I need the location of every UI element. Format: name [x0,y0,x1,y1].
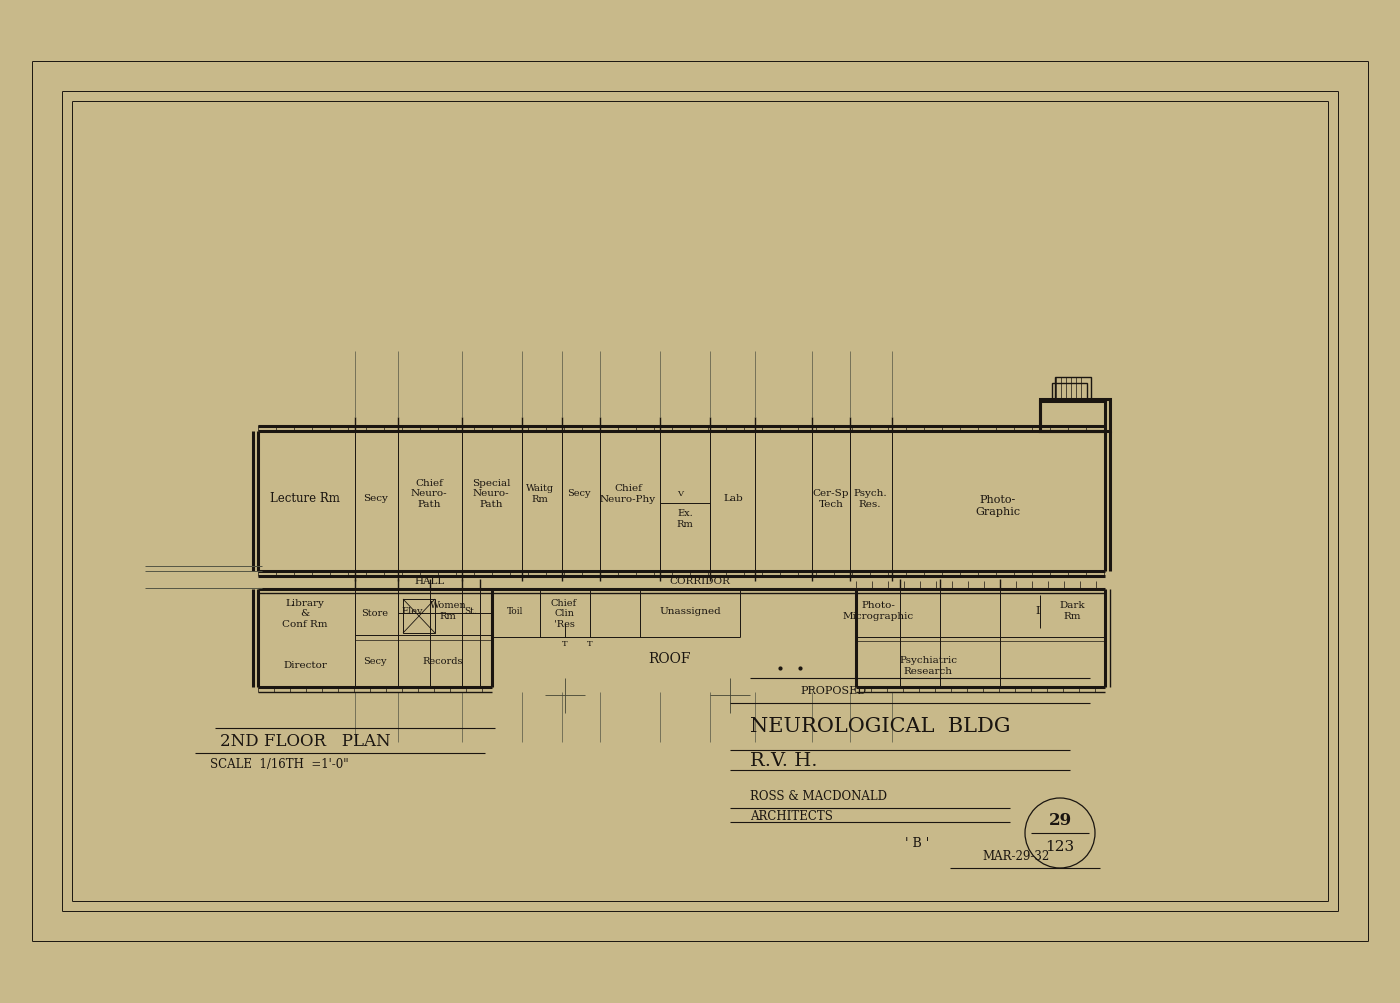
Text: PROPOSED: PROPOSED [799,685,867,695]
Text: Psychiatric
Research: Psychiatric Research [899,656,958,675]
Text: Waitg
Rm: Waitg Rm [526,483,554,504]
Text: Dark
Rm: Dark Rm [1060,601,1085,620]
Text: Ex.
Rm: Ex. Rm [676,509,693,529]
Bar [1056,377,1091,399]
Text: SCALE  1/16TH  =1'-0": SCALE 1/16TH =1'-0" [210,757,349,770]
Text: Records: Records [423,657,463,666]
Bar [1040,401,1105,431]
Text: Cer-Sp
Tech: Cer-Sp Tech [813,488,850,509]
Text: Chief
Neuro-
Path: Chief Neuro- Path [410,478,448,509]
Text: 2ND FLOOR   PLAN: 2ND FLOOR PLAN [220,732,391,749]
Text: Lab: Lab [724,494,743,503]
Text: ' B ': ' B ' [904,837,930,850]
Text: MAR-29-32: MAR-29-32 [981,850,1049,863]
Text: Women
Rm: Women Rm [430,601,466,620]
Text: V: V [678,489,683,497]
Text: Store: Store [361,609,389,618]
Text: ROSS & MACDONALD: ROSS & MACDONALD [750,789,888,802]
Text: Special
Neuro-
Path: Special Neuro- Path [472,478,510,509]
Text: Elev.: Elev. [402,606,424,615]
Text: CORRIDOR: CORRIDOR [669,577,731,586]
Bar [403,600,435,633]
Bar [1040,399,1110,431]
Text: Library
&
Conf Rm: Library & Conf Rm [283,599,328,628]
Text: HALL: HALL [414,577,445,586]
Text: ARCHITECTS: ARCHITECTS [750,809,833,822]
Text: Toil: Toil [507,606,524,615]
Text: Photo-
Micrographic: Photo- Micrographic [843,601,914,620]
Text: Director: Director [283,661,328,670]
Text: Unassigned: Unassigned [659,606,721,615]
Text: Lecture Rm: Lecture Rm [270,492,340,505]
Text: Chief
Clin
'Res: Chief Clin 'Res [552,599,577,628]
Text: Secy: Secy [364,494,388,503]
Text: Secy: Secy [567,489,591,498]
Text: Psych.
Res.: Psych. Res. [853,488,886,509]
Text: T: T [587,639,592,647]
Text: 29: 29 [1049,811,1071,828]
Bar [1051,383,1086,401]
Text: Photo-
Graphic: Photo- Graphic [976,494,1021,517]
Text: T: T [563,639,568,647]
Text: St.: St. [465,606,477,615]
Text: ROOF: ROOF [648,651,692,665]
Text: I: I [1036,606,1040,616]
Text: Chief
Neuro-Phy: Chief Neuro-Phy [601,483,657,504]
Text: R.V. H.: R.V. H. [750,751,818,769]
Text: NEUROLOGICAL  BLDG: NEUROLOGICAL BLDG [750,717,1011,736]
Text: 123: 123 [1046,840,1075,854]
Text: Secy: Secy [363,657,386,666]
